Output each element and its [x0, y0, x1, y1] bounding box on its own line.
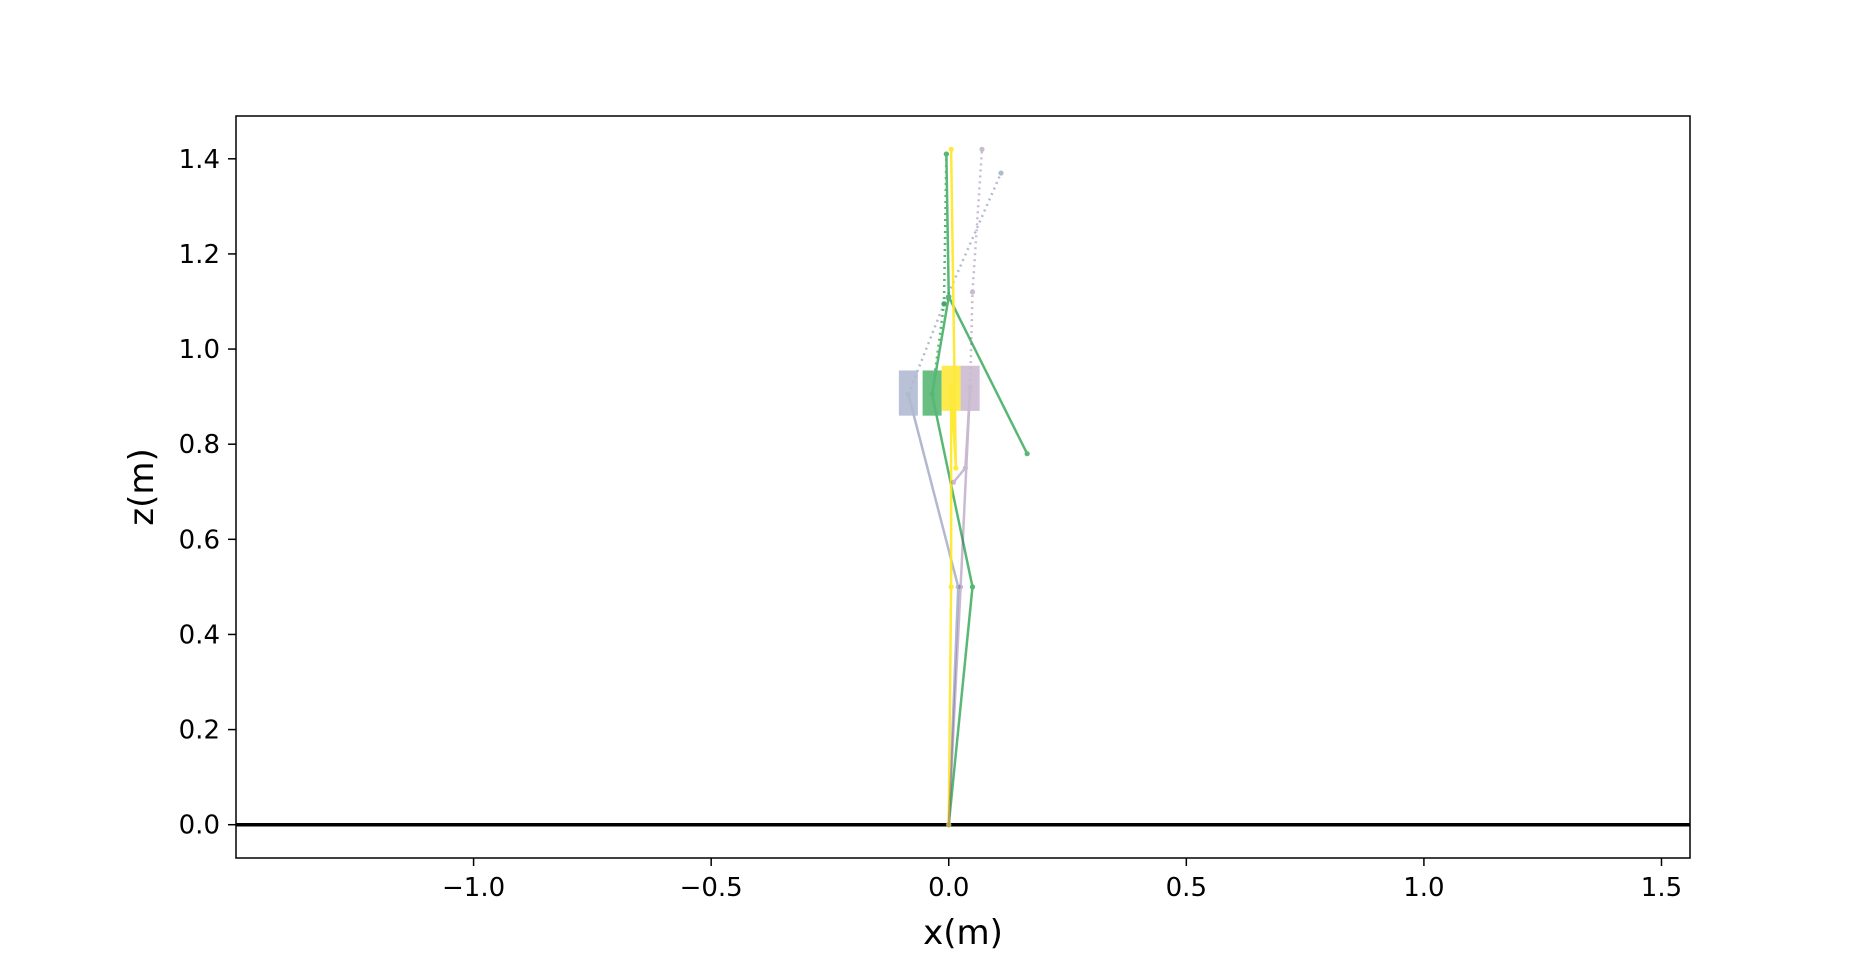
axis-ticks: −1.0 −0.5 0.0 0.5 1.0 1.5 0.0 0.2 0.4 0.6 0.8 1.0 1.…: [179, 145, 1683, 903]
series-2-point-1: [948, 584, 954, 590]
x-tick-label: −1.0: [442, 873, 505, 903]
series-1-point-5: [946, 294, 952, 300]
series-3: [946, 146, 985, 828]
x-tick-label: 0.0: [928, 873, 969, 903]
x-tick-label: −0.5: [680, 873, 743, 903]
series-2-point-4: [948, 146, 954, 152]
series-2: [941, 146, 961, 828]
series-3-dotted-point-2: [979, 146, 985, 152]
x-tick-label: 0.5: [1166, 873, 1207, 903]
series-1-point-1: [969, 584, 976, 590]
series-1-dotted-point-0: [929, 391, 935, 397]
series-3-point-2: [967, 384, 973, 390]
series-3-box: [960, 365, 980, 411]
series-0-box: [898, 370, 918, 416]
y-tick-label: 0.6: [179, 525, 220, 555]
y-tick-label: 0.2: [179, 716, 220, 746]
x-axis-label: x(m): [923, 913, 1003, 953]
y-tick-label: 1.2: [179, 240, 220, 270]
series-3-solid-line: [947, 385, 972, 825]
series-0-point-1: [955, 584, 961, 590]
series-0-dotted-point-2: [998, 170, 1004, 176]
series-0-point-2: [905, 391, 911, 397]
series-2-point-3: [953, 465, 959, 471]
series-2-point-0: [946, 822, 952, 828]
series-3-point-4: [950, 479, 957, 485]
y-tick-label: 0.0: [179, 811, 220, 841]
series-3-point-1: [958, 584, 964, 590]
plot-marks: [236, 146, 1690, 828]
series-0-dotted-point-0: [905, 391, 911, 397]
series-3-dotted-point-1: [969, 289, 976, 295]
y-tick-label: 1.4: [179, 145, 220, 175]
y-tick-label: 0.8: [179, 430, 220, 460]
series-3-point-0: [946, 822, 952, 828]
x-tick-label: 1.5: [1641, 873, 1682, 903]
series-3-dotted-line: [968, 149, 984, 388]
series-1-dotted-point-1: [941, 301, 947, 307]
y-tick-label: 1.0: [179, 335, 220, 365]
series-1: [922, 151, 1030, 828]
x-tick-label: 1.0: [1403, 873, 1444, 903]
series-2-point-2: [948, 384, 954, 390]
y-tick-label: 0.4: [179, 620, 220, 650]
series-3-dotted-point-0: [967, 384, 973, 390]
series-1-solid-line: [930, 154, 1029, 825]
series-1-point-4: [1024, 451, 1030, 457]
y-axis-label: z(m): [122, 448, 162, 526]
series-3-point-3: [962, 465, 968, 471]
series-1-dotted-point-2: [943, 151, 949, 157]
axes-frame: [235, 115, 1691, 859]
series-0-solid-line: [907, 393, 960, 825]
